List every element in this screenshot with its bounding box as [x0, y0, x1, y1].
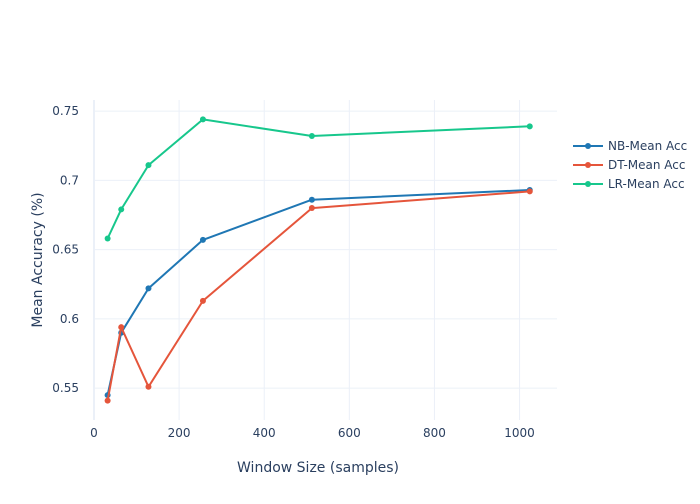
- data-point[interactable]: [526, 123, 533, 130]
- data-point[interactable]: [145, 383, 152, 390]
- tick-labels: 0 200 400 600 800 1000 0.55 0.6 0.65 0.7 0.75: [52, 104, 535, 440]
- data-point[interactable]: [104, 397, 111, 404]
- x-tick-label: 1000: [504, 426, 535, 440]
- x-axis-title: Window Size (samples): [237, 460, 399, 476]
- data-point[interactable]: [145, 162, 152, 169]
- legend-swatch-marker: [585, 181, 591, 187]
- series-line: [106, 118, 530, 239]
- y-tick-label: 0.7: [60, 173, 79, 187]
- data-point[interactable]: [118, 324, 125, 331]
- legend-label: LR-Mean Acc: [608, 177, 685, 191]
- y-tick-label: 0.75: [52, 104, 79, 118]
- legend-swatch-marker: [585, 143, 591, 149]
- legend-item[interactable]: NB-Mean Acc: [573, 139, 687, 153]
- data-point[interactable]: [308, 133, 315, 140]
- legend-item[interactable]: LR-Mean Acc: [573, 177, 685, 191]
- x-tick-label: 800: [423, 426, 446, 440]
- data-point[interactable]: [199, 116, 206, 123]
- y-tick-label: 0.6: [60, 312, 79, 326]
- data-point[interactable]: [145, 285, 152, 292]
- series-NB-Mean Acc: [104, 187, 533, 399]
- legend-label: DT-Mean Acc: [608, 158, 686, 172]
- grid: [93, 100, 557, 420]
- data-point[interactable]: [104, 235, 111, 242]
- x-tick-label: 200: [168, 426, 191, 440]
- series-line: [106, 189, 530, 396]
- data-point[interactable]: [118, 206, 125, 213]
- data-point[interactable]: [199, 297, 206, 304]
- y-tick-label: 0.55: [52, 381, 79, 395]
- series: [104, 116, 533, 404]
- data-point[interactable]: [308, 196, 315, 203]
- y-tick-label: 0.65: [52, 243, 79, 257]
- x-tick-label: 400: [253, 426, 276, 440]
- data-point[interactable]: [199, 236, 206, 243]
- x-tick-label: 0: [90, 426, 98, 440]
- data-point[interactable]: [526, 188, 533, 195]
- y-axis-title: Mean Accuracy (%): [30, 192, 46, 327]
- x-tick-label: 600: [338, 426, 361, 440]
- series-line: [106, 190, 530, 401]
- legend-item[interactable]: DT-Mean Acc: [573, 158, 686, 172]
- legend-label: NB-Mean Acc: [608, 139, 687, 153]
- legend[interactable]: NB-Mean Acc DT-Mean Acc LR-Mean Acc: [573, 139, 687, 191]
- data-point[interactable]: [308, 205, 315, 212]
- legend-swatch-marker: [585, 162, 591, 168]
- series-LR-Mean Acc: [104, 116, 533, 242]
- series-DT-Mean Acc: [104, 188, 533, 404]
